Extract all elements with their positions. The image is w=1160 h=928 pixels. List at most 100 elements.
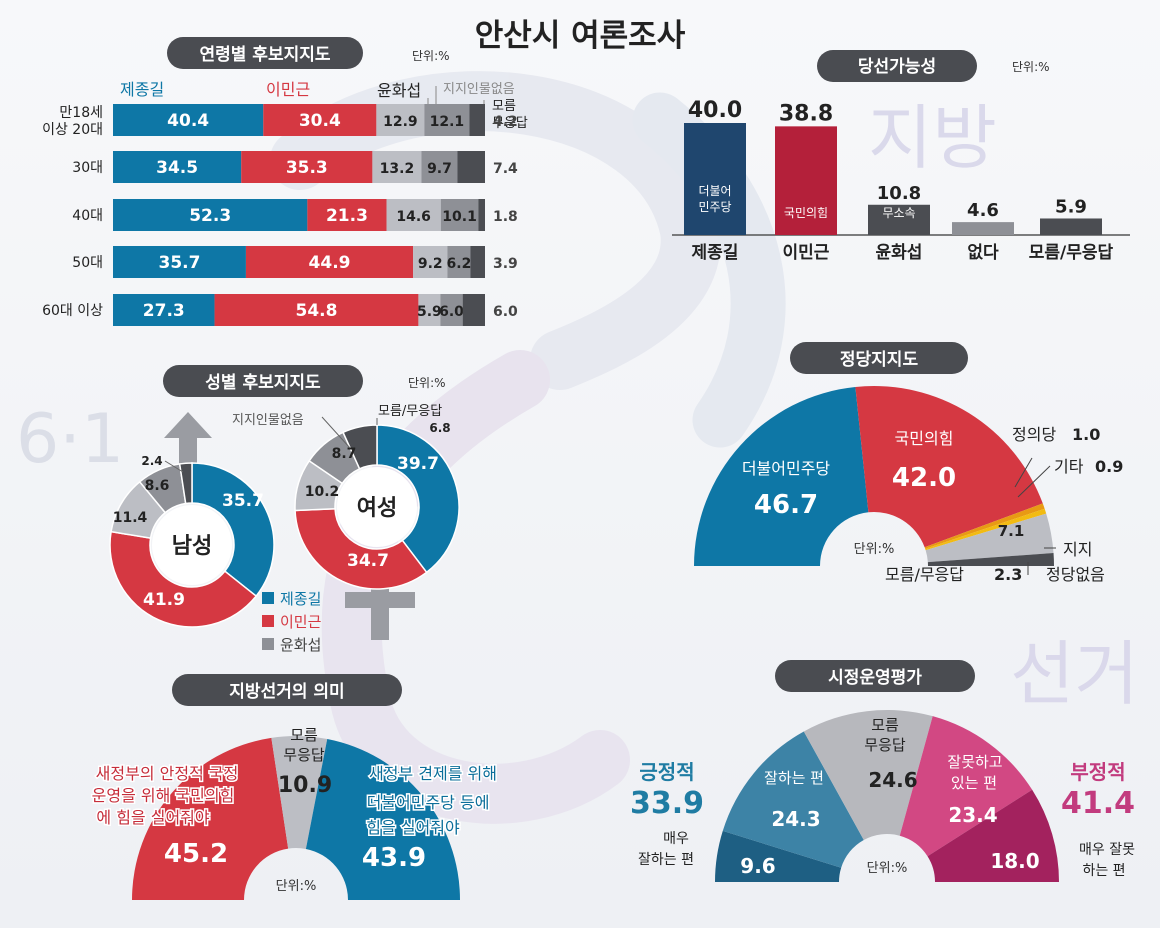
party-slice bbox=[924, 503, 1045, 549]
age-bar-segment bbox=[376, 104, 425, 136]
win-bar-party-2: 민주당 bbox=[698, 200, 731, 214]
city-value: 24.3 bbox=[771, 807, 820, 831]
meaning-gray-text: 모름 bbox=[290, 726, 318, 744]
win-bar-value: 10.8 bbox=[877, 183, 921, 204]
party-label-value: 42.0 bbox=[892, 463, 956, 493]
city-value: 23.4 bbox=[948, 803, 997, 827]
party-callout-line-1 bbox=[1014, 457, 1033, 488]
meaning-slice bbox=[271, 735, 328, 849]
age-bar-segment bbox=[386, 199, 441, 231]
watermark-top-right: 지방 bbox=[868, 97, 997, 179]
age-bar-value: 35.7 bbox=[158, 253, 200, 273]
age-bar-value: 6.2 bbox=[447, 256, 472, 272]
city-slice bbox=[899, 716, 1033, 857]
age-bar-value: 27.3 bbox=[143, 301, 185, 321]
meaning-blue-text: 더불어민주당 등에 bbox=[367, 793, 490, 812]
win-bar-value: 5.9 bbox=[1055, 196, 1087, 217]
gender-title: 성별 후보지지도 bbox=[205, 372, 321, 393]
age-bar-segment bbox=[424, 104, 470, 136]
female-donut-hole bbox=[337, 467, 417, 547]
win-bar bbox=[775, 126, 837, 235]
party-slice bbox=[855, 386, 1043, 548]
win-bar bbox=[952, 222, 1014, 235]
party-slice bbox=[925, 513, 1054, 563]
party-unit: 단위:% bbox=[854, 542, 895, 557]
age-legend-c2: 이민근 bbox=[266, 80, 310, 99]
win-bar-name: 제종길 bbox=[692, 243, 739, 263]
age-bar-value: 12.9 bbox=[383, 114, 418, 130]
city-seg-label: 잘하는 편 bbox=[764, 769, 824, 787]
age-bar-segment bbox=[457, 151, 485, 183]
city-slice bbox=[803, 710, 933, 840]
female-donut-value: 10.2 bbox=[305, 484, 340, 500]
meaning-value: 10.9 bbox=[278, 773, 332, 798]
party-label-none-1: 지지 bbox=[1063, 540, 1092, 559]
age-bar-value: 6.0 bbox=[493, 304, 518, 320]
age-bar-segment bbox=[307, 199, 387, 231]
legend-label-c1: 제종길 bbox=[280, 590, 321, 608]
male-symbol-icon bbox=[164, 412, 212, 470]
gender-title-pill bbox=[163, 365, 363, 397]
win-title: 당선가능성 bbox=[858, 57, 936, 77]
party-slice bbox=[927, 553, 1054, 566]
male-donut-value: 35.7 bbox=[222, 491, 264, 511]
meaning-gray-text: 무응답 bbox=[283, 746, 325, 764]
age-bar-value: 52.3 bbox=[189, 206, 231, 226]
party-title-pill bbox=[790, 342, 968, 374]
female-donut-value: 39.7 bbox=[397, 454, 439, 474]
negative-label: 부정적 bbox=[1070, 760, 1125, 784]
party-label-value: 1.0 bbox=[1072, 425, 1100, 444]
legend-label-c3: 윤화섭 bbox=[280, 636, 321, 654]
win-bar-value: 40.0 bbox=[688, 98, 742, 123]
male-donut-hole bbox=[152, 505, 232, 585]
win-bar-value: 38.8 bbox=[779, 101, 833, 126]
city-title-pill bbox=[775, 660, 975, 692]
age-bar-value: 54.8 bbox=[296, 301, 338, 321]
female-center-label: 여성 bbox=[357, 496, 397, 521]
age-legend-c5a: 모름 bbox=[492, 99, 516, 114]
city-seg-label: 모름 bbox=[871, 716, 899, 734]
legend-swatch-blue bbox=[262, 592, 274, 604]
win-bar-name: 윤화섭 bbox=[876, 243, 923, 263]
age-row-label: 30대 bbox=[72, 160, 103, 176]
age-bar-segment bbox=[241, 151, 373, 183]
win-bar-party: 무소속 bbox=[882, 206, 915, 220]
party-callout-line-2 bbox=[1017, 465, 1051, 498]
age-title-pill bbox=[167, 37, 363, 69]
age-bar-segment bbox=[113, 151, 242, 183]
gender-unit: 단위:% bbox=[408, 376, 446, 390]
female-donut-value: 34.7 bbox=[347, 551, 389, 571]
age-bar-value: 6.0 bbox=[439, 304, 464, 320]
male-donut-value: 11.4 bbox=[113, 510, 148, 526]
female-callout-unknown: 모름/무응답 bbox=[378, 404, 442, 419]
age-bar-value: 9.7 bbox=[427, 161, 452, 177]
meaning-slice bbox=[132, 737, 289, 900]
party-section: 정당지지도 더불어민주당 46.7 국민의힘 42.0 정의당 1.0 기타 0.9 7.1 지지… bbox=[693, 342, 1123, 584]
party-label-value: 7.1 bbox=[998, 522, 1025, 540]
age-bar-segment bbox=[113, 104, 264, 136]
very-bad-line2: 하는 편 bbox=[1082, 863, 1125, 879]
legend-swatch-gray bbox=[262, 638, 274, 650]
age-bar-value: 4.2 bbox=[493, 114, 518, 130]
meaning-red-text: 에 힘을 실어줘야 bbox=[96, 808, 209, 827]
city-seg-label: 무응답 bbox=[864, 736, 906, 754]
age-bar-segment bbox=[113, 246, 246, 278]
age-bar-segment bbox=[113, 199, 308, 231]
legend-swatch-red bbox=[262, 615, 274, 627]
male-callout-line bbox=[164, 460, 184, 473]
meaning-slice bbox=[305, 739, 460, 900]
age-bar-segment bbox=[245, 246, 414, 278]
age-bar-segment bbox=[440, 294, 463, 326]
male-donut-value: 41.9 bbox=[143, 590, 185, 610]
party-slice bbox=[925, 508, 1047, 551]
meaning-value: 43.9 bbox=[362, 843, 426, 873]
very-good-line2: 잘하는 편 bbox=[638, 852, 694, 868]
age-bar-value: 21.3 bbox=[326, 206, 368, 226]
party-label-name: 국민의힘 bbox=[895, 429, 954, 448]
age-bar-segment bbox=[263, 104, 377, 136]
win-section: 당선가능성 단위:% 40.0 제종길 더불어민주당 38.8 이민근 국민의힘 10.8 윤… bbox=[672, 50, 1130, 263]
